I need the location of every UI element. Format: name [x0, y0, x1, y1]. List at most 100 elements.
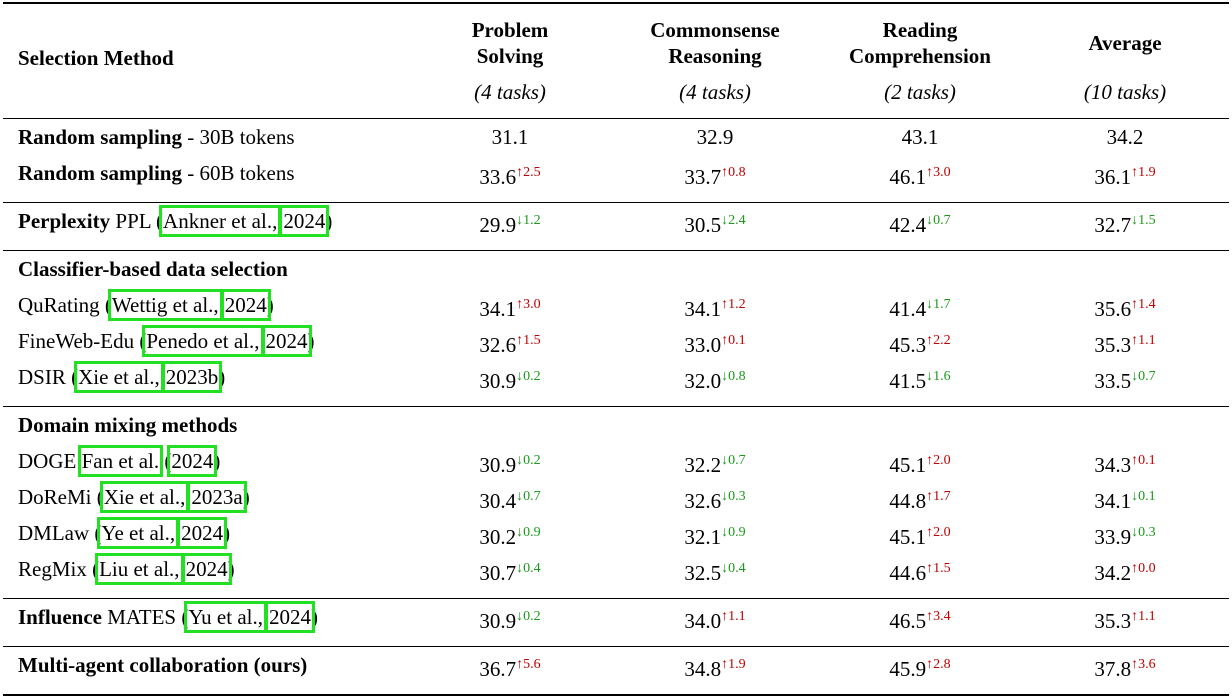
citation-link[interactable]: 2024: [181, 553, 232, 585]
value: 32.6: [684, 489, 722, 513]
method-text: ): [307, 329, 315, 353]
delta: ↑1.2: [721, 297, 746, 312]
value-cell: 42.4↓0.7: [820, 208, 1020, 238]
citation-link[interactable]: Fan et al.: [77, 445, 164, 477]
citation-link[interactable]: 2024: [279, 205, 330, 237]
delta: ↓0.7: [516, 489, 541, 504]
method-cell: QuRating (Wettig et al., 2024): [18, 289, 274, 321]
delta: ↑1.7: [926, 489, 951, 504]
citation-link[interactable]: Yu et al.,: [184, 601, 267, 633]
value-cell: 35.3↑1.1: [1025, 604, 1225, 634]
method-text: ): [227, 557, 235, 581]
delta: ↓1.6: [926, 369, 951, 384]
citation-link[interactable]: 2024: [167, 445, 218, 477]
value: 29.9: [479, 213, 517, 237]
value: 43.1: [901, 125, 939, 149]
value-cell: 34.1↑3.0: [410, 292, 610, 322]
citation-link[interactable]: 2023b: [161, 361, 223, 393]
method-text: DOGE: [18, 449, 82, 473]
value: 35.3: [1094, 609, 1132, 633]
value: 46.5: [889, 609, 927, 633]
value-cell: 32.9: [615, 124, 815, 150]
value-cell: 45.9↑2.8: [820, 652, 1020, 682]
citation-link[interactable]: 2023a: [187, 481, 247, 513]
citation-link[interactable]: 2024: [265, 601, 315, 633]
method-cell: DMLaw (Ye et al., 2024): [18, 517, 230, 549]
method-cell: Influence MATES (Yu et al., 2024): [18, 601, 318, 633]
value: 37.8: [1094, 657, 1132, 681]
method-text: ): [325, 209, 333, 233]
value-cell: 43.1: [820, 124, 1020, 150]
delta: ↑3.6: [1131, 657, 1156, 672]
column-header: Reading: [882, 18, 958, 42]
value-cell: 33.7↑0.8: [615, 160, 815, 190]
delta: ↑2.8: [926, 657, 951, 672]
delta: ↑1.1: [721, 609, 746, 624]
delta: ↑1.9: [721, 657, 746, 672]
method-text: QuRating (: [18, 293, 112, 317]
method-text: Random sampling: [18, 125, 182, 149]
value-cell: 45.1↑2.0: [820, 520, 1020, 550]
value: 34.3: [1094, 453, 1132, 477]
method-cell: DSIR (Xie et al., 2023b): [18, 361, 226, 393]
citation-link[interactable]: Penedo et al.,: [142, 325, 264, 357]
value: 33.5: [1094, 369, 1132, 393]
delta: ↓0.3: [721, 489, 746, 504]
citation-link[interactable]: 2024: [261, 325, 312, 357]
rule-line: [3, 694, 1229, 696]
method-text: ): [242, 485, 250, 509]
value: 41.5: [889, 369, 927, 393]
method-cell: DoReMi (Xie et al., 2023a): [18, 481, 250, 513]
value-cell: 36.1↑1.9: [1025, 160, 1225, 190]
delta: ↓0.9: [721, 525, 746, 540]
delta: ↑0.1: [1131, 453, 1156, 468]
column-header: Commonsense: [650, 18, 780, 42]
column-subheader: (2 tasks): [884, 80, 956, 104]
value-cell: 35.6↑1.4: [1025, 292, 1225, 322]
value: 34.1: [1094, 489, 1132, 513]
method-text: Influence: [18, 605, 102, 629]
delta: ↑1.5: [926, 561, 951, 576]
value: 34.0: [684, 609, 722, 633]
delta: ↑3.4: [926, 609, 951, 624]
citation-link[interactable]: 2024: [177, 517, 228, 549]
value: 34.2: [1106, 125, 1144, 149]
value-cell: 46.5↑3.4: [820, 604, 1020, 634]
rule-line: [3, 250, 1229, 251]
citation-link[interactable]: Ye et al.,: [97, 517, 180, 549]
value-cell: 34.3↑0.1: [1025, 448, 1225, 478]
delta: ↓2.4: [721, 213, 746, 228]
value-cell: 32.1↓0.9: [615, 520, 815, 550]
value-cell: 32.6↓0.3: [615, 484, 815, 514]
delta: ↑1.4: [1131, 297, 1156, 312]
column-header: Solving: [476, 44, 544, 68]
method-text: MATES (: [102, 605, 189, 629]
citation-link[interactable]: Xie et al.,: [74, 361, 164, 393]
method-text: ): [218, 365, 226, 389]
delta: ↑3.0: [926, 165, 951, 180]
delta: ↓0.3: [1131, 525, 1156, 540]
method-text: - 60B tokens: [181, 161, 295, 185]
value: 44.6: [889, 561, 927, 585]
citation-link[interactable]: Liu et al.,: [95, 553, 184, 585]
value-cell: 34.8↑1.9: [615, 652, 815, 682]
citation-link[interactable]: Xie et al.,: [99, 481, 190, 513]
delta: ↑2.0: [926, 525, 951, 540]
delta: ↓0.4: [721, 561, 746, 576]
delta: ↓0.7: [1131, 369, 1156, 384]
group-heading: Classifier-based data selection: [18, 257, 288, 281]
value-cell: 36.7↑5.6: [410, 652, 610, 682]
citation-link[interactable]: 2024: [220, 289, 271, 321]
citation-link[interactable]: Ankner et al.,: [159, 205, 282, 237]
citation-link[interactable]: Wettig et al.,: [107, 289, 223, 321]
value-cell: 41.5↓1.6: [820, 364, 1020, 394]
method-text: RegMix (: [18, 557, 100, 581]
value-cell: 37.8↑3.6: [1025, 652, 1225, 682]
value-cell: 34.2: [1025, 124, 1225, 150]
delta: ↓1.7: [926, 297, 951, 312]
value: 34.1: [479, 297, 517, 321]
method-cell: RegMix (Liu et al., 2024): [18, 553, 235, 585]
value-cell: 33.5↓0.7: [1025, 364, 1225, 394]
value-cell: 41.4↓1.7: [820, 292, 1020, 322]
